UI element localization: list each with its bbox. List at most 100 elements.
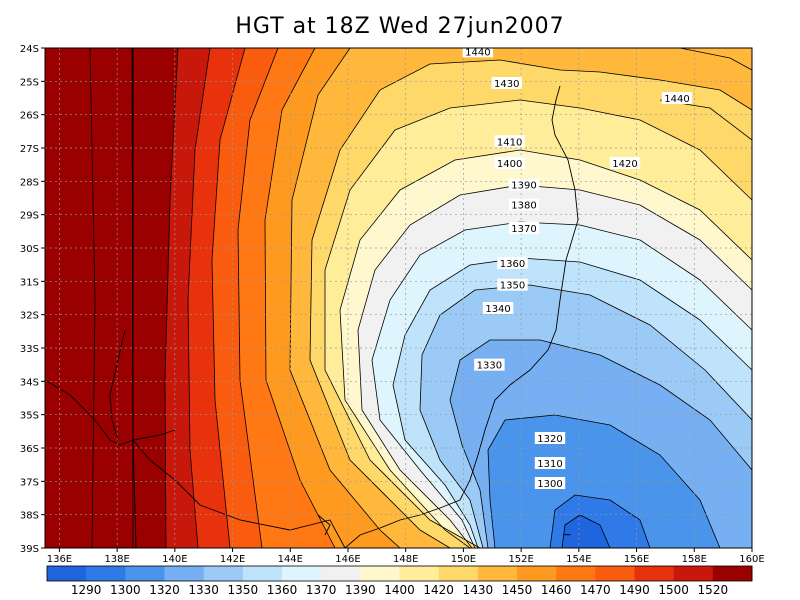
lon-tick-label: 154E (566, 554, 591, 565)
longitude-ticks: 136E 138E 140E 142E 144E 146E 148E 150E 152E 154E… (47, 548, 765, 565)
lat-tick-label: 39S (20, 544, 39, 555)
contour-line (449, 339, 752, 548)
contour-label: 1300 (537, 479, 562, 490)
contour-label: 1360 (500, 259, 525, 270)
lon-tick-label: 160E (739, 554, 764, 565)
contour-line (679, 48, 752, 71)
coast-line (132, 439, 346, 548)
colorbar-swatch (321, 566, 361, 581)
colorbar-label: 1450 (502, 583, 533, 597)
contour-label-bg (497, 278, 528, 291)
contour-line (164, 48, 179, 548)
contour-label-bg (494, 157, 525, 169)
colorbar-swatch (556, 566, 596, 581)
contour-label-bg (497, 257, 528, 269)
colorbar: 1290 1300 1320 1330 1350 1360 1370 1390 1400 1420… (46, 565, 753, 597)
colorbar-swatch (399, 566, 440, 581)
colorbar-label: 1290 (71, 583, 102, 597)
colorbar-swatch (673, 566, 714, 581)
grid-lines (45, 48, 752, 548)
contour-label: 1440 (664, 94, 689, 105)
contour-line (237, 48, 279, 548)
contour-line (392, 257, 752, 548)
colorbar-label: 1500 (658, 583, 689, 597)
lat-tick-label: 38S (20, 511, 39, 522)
contour-label-bg (534, 457, 566, 469)
lat-tick-label: 30S (20, 244, 39, 255)
contour-label: 1390 (511, 181, 536, 192)
contour-label: 1380 (511, 201, 536, 212)
colorbar-label: 1400 (384, 583, 415, 597)
colorbar-swatch (203, 566, 244, 581)
lat-tick-label: 34S (20, 377, 39, 388)
lat-tick-label: 26S (20, 111, 39, 122)
contour-line (264, 48, 336, 548)
contour-label: 1430 (494, 79, 519, 90)
colorbar-swatch (438, 566, 479, 581)
contour-label: 1310 (537, 459, 562, 470)
colorbar-swatch (517, 566, 557, 581)
contour-label: 1330 (477, 361, 502, 372)
contour-line (339, 149, 752, 548)
contour-lines (89, 48, 752, 548)
coast-line (317, 514, 331, 536)
lon-tick-label: 142E (220, 554, 245, 565)
lat-tick-label: 36S (20, 444, 39, 455)
lat-tick-label: 24S (20, 44, 39, 55)
lon-tick-label: 148E (393, 554, 418, 565)
colorbar-swatch (164, 566, 205, 581)
contour-label-bg (494, 135, 525, 148)
colorbar-label: 1390 (345, 583, 376, 597)
contour-label-bg (462, 48, 494, 58)
colorbar-swatch (634, 566, 675, 581)
contour-line (211, 48, 246, 548)
lon-tick-label: 158E (682, 554, 707, 565)
lon-tick-label: 146E (335, 554, 360, 565)
colorbar-label: 1430 (463, 583, 494, 597)
lat-tick-label: 29S (20, 211, 39, 222)
colorbar-swatch (242, 566, 283, 581)
colorbar-label: 1370 (306, 583, 337, 597)
colorbar-swatch (595, 566, 635, 581)
colorbar-label: 1300 (110, 583, 141, 597)
lat-tick-label: 27S (20, 144, 39, 155)
colorbar-swatch (86, 566, 126, 581)
contour-line (324, 99, 752, 548)
lon-tick-label: 150E (451, 554, 476, 565)
colorbar-label: 1360 (267, 583, 298, 597)
contour-label-bg (491, 77, 522, 89)
lat-tick-label: 35S (20, 411, 39, 422)
lon-tick-label: 140E (162, 554, 187, 565)
contour-label: 1410 (497, 137, 522, 148)
colorbar-label: 1420 (423, 583, 454, 597)
colorbar-label: 1490 (619, 583, 650, 597)
map-title: HGT at 18Z Wed 27jun2007 (235, 14, 565, 39)
contour-label: 1320 (537, 434, 562, 445)
coastline (45, 48, 579, 548)
colorbar-swatch (125, 566, 165, 581)
contour-line (131, 48, 134, 548)
coast-line (109, 329, 126, 441)
colorbar-swatch (712, 566, 753, 581)
plot-area: 1440 1440 1430 1420 1410 1400 1390 1380 1370 1360… (45, 47, 752, 548)
contour-label-bg (474, 358, 505, 371)
contour-line (371, 221, 752, 548)
contour-line (357, 184, 752, 548)
lat-tick-label: 32S (20, 311, 39, 322)
lat-tick-label: 25S (20, 77, 39, 88)
contour-line (309, 59, 752, 548)
contour-label-bg (534, 477, 566, 489)
contour-label-bg (609, 157, 641, 169)
lon-tick-label: 136E (47, 554, 72, 565)
contour-label-bg (534, 432, 566, 444)
contour-label: 1420 (612, 159, 637, 170)
colorbar-swatch (360, 566, 400, 581)
contour-line (419, 284, 752, 548)
contour-label: 1400 (497, 159, 522, 170)
colorbar-label: 1350 (228, 583, 259, 597)
plot-frame (44, 47, 753, 549)
contour-line (89, 48, 96, 548)
colorbar-label: 1520 (698, 583, 729, 597)
contour-label: 1440 (465, 47, 490, 58)
